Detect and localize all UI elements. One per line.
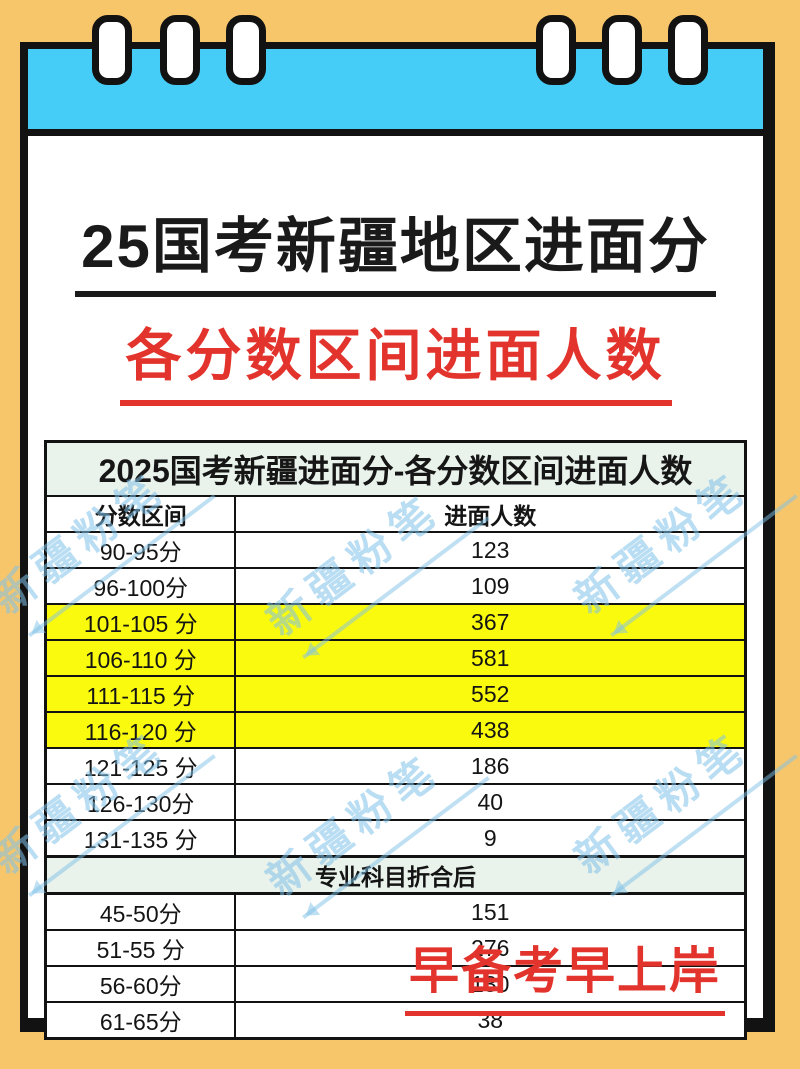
score-range-cell: 90-95分: [44, 531, 237, 569]
table-row: 51-55 分 276: [44, 929, 747, 967]
count-cell: 186: [234, 747, 747, 785]
score-range-cell: 45-50分: [44, 892, 237, 931]
score-range-cell: 101-105 分: [44, 603, 237, 641]
count-cell: 9: [234, 819, 747, 858]
count-cell: 367: [234, 603, 747, 641]
count-cell: 151: [234, 892, 747, 931]
column-header-range: 分数区间: [44, 495, 237, 533]
table-row-highlighted: 106-110 分 581: [44, 639, 747, 677]
score-range-cell: 96-100分: [44, 567, 237, 605]
table-row: 56-60分 130: [44, 965, 747, 1003]
score-range-cell: 111-115 分: [44, 675, 237, 713]
count-cell: 123: [234, 531, 747, 569]
count-cell: 38: [234, 1001, 747, 1040]
column-header-count: 进面人数: [234, 495, 747, 533]
table-row-highlighted: 111-115 分 552: [44, 675, 747, 713]
table-header-row: 分数区间 进面人数: [44, 495, 747, 533]
calendar-card: 25国考新疆地区进面分 各分数区间进面人数 2025国考新疆进面分-各分数区间进…: [20, 42, 775, 1040]
count-cell: 40: [234, 783, 747, 821]
table-row: 96-100分 109: [44, 567, 747, 605]
binder-ring: [160, 15, 200, 85]
count-cell: 276: [234, 929, 747, 967]
binder-ring: [536, 15, 576, 85]
section-header: 专业科目折合后: [44, 855, 747, 895]
binder-ring: [668, 15, 708, 85]
calendar-top-band: [28, 49, 763, 136]
table-row: 45-50分 151: [44, 892, 747, 931]
score-range-cell: 126-130分: [44, 783, 237, 821]
footer-slogan: 早备考早上岸: [405, 931, 725, 1016]
score-range-cell: 106-110 分: [44, 639, 237, 677]
table-title: 2025国考新疆进面分-各分数区间进面人数: [44, 440, 747, 497]
score-range-cell: 131-135 分: [44, 819, 237, 858]
score-range-cell: 61-65分: [44, 1001, 237, 1040]
table-row: 126-130分 40: [44, 783, 747, 821]
binder-ring: [92, 15, 132, 85]
count-cell: 438: [234, 711, 747, 749]
table-row-highlighted: 101-105 分 367: [44, 603, 747, 641]
table-row: 90-95分 123: [44, 531, 747, 569]
table-row: 61-65分 38: [44, 1001, 747, 1040]
score-range-cell: 121-125 分: [44, 747, 237, 785]
page-title: 25国考新疆地区进面分: [75, 198, 716, 297]
table-row: 131-135 分 9: [44, 819, 747, 858]
table-section-row: 专业科目折合后: [44, 855, 747, 895]
score-range-cell: 116-120 分: [44, 711, 237, 749]
score-range-cell: 51-55 分: [44, 929, 237, 967]
binder-ring: [226, 15, 266, 85]
page-subtitle: 各分数区间进面人数: [119, 311, 672, 406]
count-cell: 130: [234, 965, 747, 1003]
count-cell: 109: [234, 567, 747, 605]
count-cell: 581: [234, 639, 747, 677]
table-row-highlighted: 116-120 分 438: [44, 711, 747, 749]
binder-ring: [602, 15, 642, 85]
table-row: 121-125 分 186: [44, 747, 747, 785]
table-title-row: 2025国考新疆进面分-各分数区间进面人数: [44, 440, 747, 497]
score-table: 2025国考新疆进面分-各分数区间进面人数 分数区间 进面人数 90-95分 1…: [43, 440, 747, 1040]
count-cell: 552: [234, 675, 747, 713]
score-range-cell: 56-60分: [44, 965, 237, 1003]
